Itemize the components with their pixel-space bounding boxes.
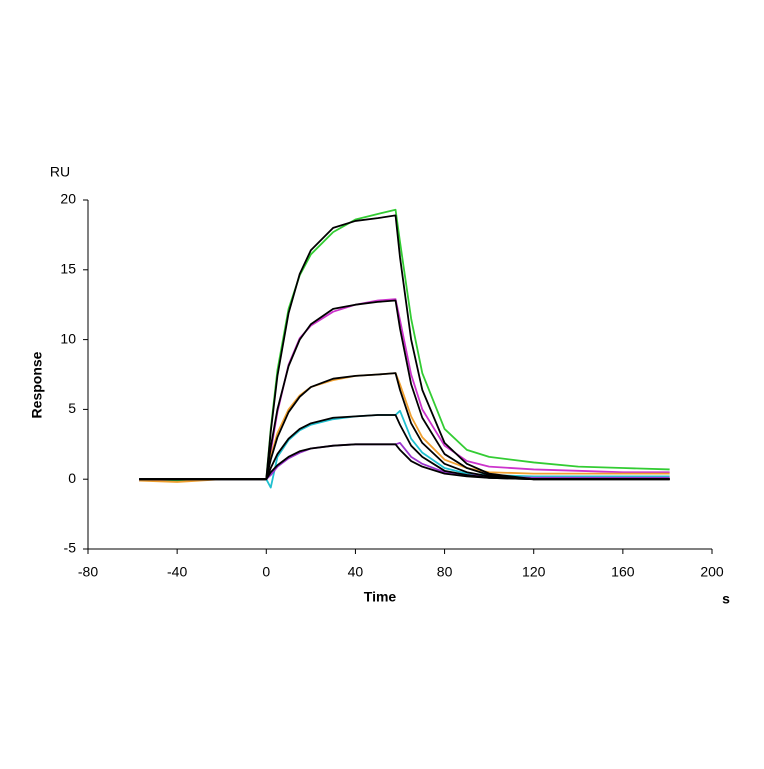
y-tick-label: -5 [64,540,77,556]
x-unit: s [722,591,730,607]
response-curve [139,214,670,481]
x-tick-label: -40 [167,564,187,580]
x-tick-label: 80 [437,564,453,580]
response-curve [139,372,670,481]
y-axis-label: Response [29,351,45,418]
x-tick-label: 160 [611,564,635,580]
x-tick-label: 200 [700,564,724,580]
y-tick-label: 10 [60,330,76,346]
x-tick-label: 40 [348,564,364,580]
y-tick-label: 20 [60,191,76,207]
y-unit: RU [50,164,70,180]
x-tick-label: 0 [262,564,270,580]
response-curve [139,372,670,483]
x-axis-label: Time [364,589,397,605]
y-tick-label: 5 [68,400,76,416]
x-tick-label: 120 [522,564,546,580]
x-tick-label: -80 [78,564,98,580]
y-tick-label: 0 [68,470,76,486]
response-curve [139,443,670,481]
response-curve [139,299,670,481]
y-tick-label: 15 [60,261,76,277]
